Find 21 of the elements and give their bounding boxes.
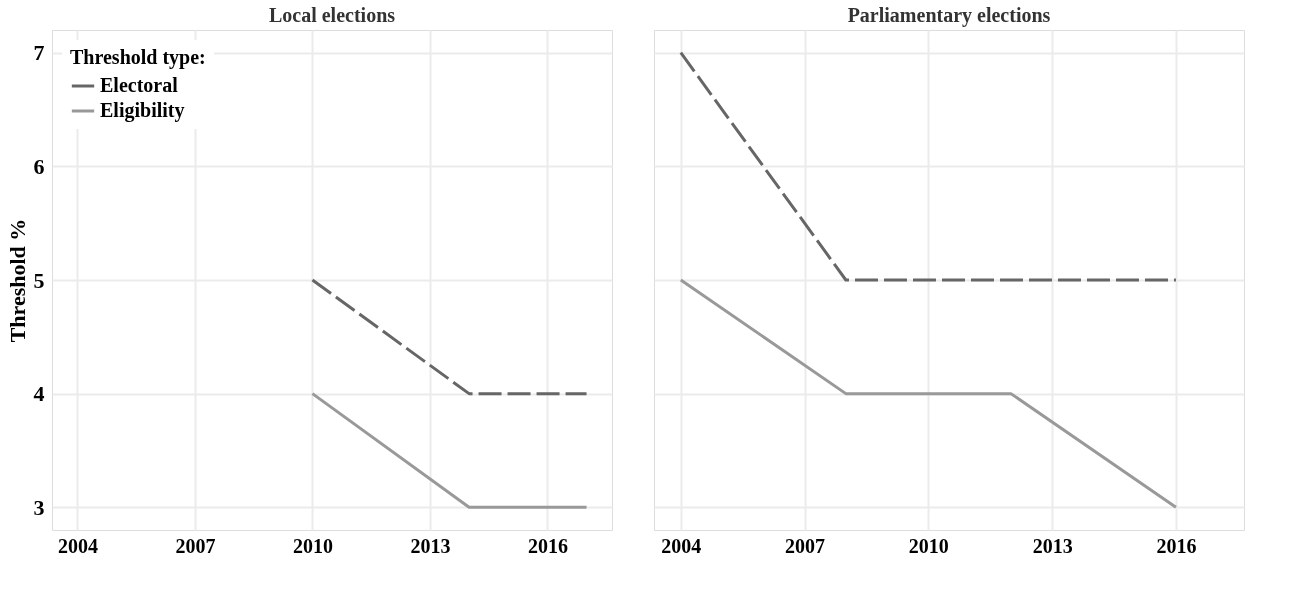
x-tick-label: 2007 xyxy=(785,534,826,557)
x-tick-label: 2013 xyxy=(410,534,451,557)
y-tick-label: 6 xyxy=(33,153,45,179)
x-tick-label: 2016 xyxy=(1156,534,1197,557)
legend-title: Threshold type: xyxy=(70,46,206,69)
y-tick-label: 3 xyxy=(33,494,45,520)
x-tick-label: 2013 xyxy=(1032,534,1073,557)
legend-label: Eligibility xyxy=(100,99,185,122)
x-tick-label: 2004 xyxy=(661,534,702,557)
legend-label: Electoral xyxy=(100,74,179,96)
x-tick-label: 2010 xyxy=(292,534,333,557)
y-tick-label: 7 xyxy=(33,40,45,66)
x-tick-label: 2004 xyxy=(57,534,98,557)
y-tick-label: 4 xyxy=(33,381,45,407)
x-tick-label: 2010 xyxy=(908,534,949,557)
y-axis-title: Threshold % xyxy=(4,218,30,343)
chart-title: Parliamentary elections xyxy=(847,4,1051,27)
y-tick-label: 5 xyxy=(33,267,45,293)
x-tick-label: 2016 xyxy=(527,534,568,557)
chart-title: Local elections xyxy=(268,4,396,26)
x-tick-label: 2007 xyxy=(175,534,216,557)
